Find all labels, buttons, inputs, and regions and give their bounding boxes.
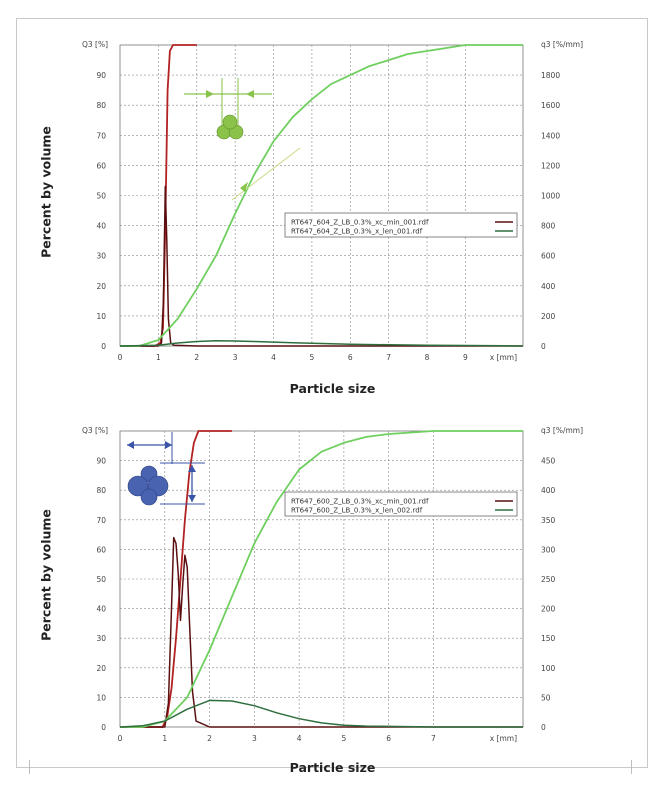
y-tick-label: 40 bbox=[96, 605, 106, 614]
y-tick-label: 90 bbox=[96, 457, 106, 466]
x-tick-label: 7 bbox=[386, 353, 391, 362]
legend-entry: RT647_604_Z_LB_0.3%_x_len_001.rdf bbox=[291, 228, 423, 236]
right-axis-label: q3 [%/mm] bbox=[541, 426, 583, 435]
y2-tick-label: 100 bbox=[541, 664, 556, 673]
y2-tick-label: 150 bbox=[541, 634, 556, 643]
arrow-right bbox=[206, 90, 214, 98]
series-line-2 bbox=[120, 430, 523, 728]
x-tick-label: 1 bbox=[156, 353, 161, 362]
y2-tick-label: 0 bbox=[541, 723, 546, 732]
legend-entry: RT647_604_Z_LB_0.3%_xc_min_001.rdf bbox=[291, 219, 429, 227]
y2-tick-label: 200 bbox=[541, 605, 556, 614]
x-tick-label: 9 bbox=[463, 353, 468, 362]
x-tick-label: 8 bbox=[425, 353, 430, 362]
y-tick-label: 0 bbox=[101, 723, 106, 732]
x-tick-label: 5 bbox=[310, 353, 315, 362]
x-tick-label: 3 bbox=[233, 353, 238, 362]
y-tick-label: 0 bbox=[101, 342, 106, 351]
y2-tick-label: 450 bbox=[541, 457, 556, 466]
frame-rule-left bbox=[29, 760, 30, 774]
frame-rule-right bbox=[631, 760, 632, 774]
y2-tick-label: 250 bbox=[541, 575, 556, 584]
arrow-right bbox=[165, 441, 172, 449]
arrow-diag bbox=[240, 182, 248, 192]
y2-tick-label: 1800 bbox=[541, 71, 560, 80]
y-tick-label: 70 bbox=[96, 516, 106, 525]
y-tick-label: 10 bbox=[96, 693, 106, 702]
y-tick-label: 10 bbox=[96, 312, 106, 321]
y2-tick-label: 400 bbox=[541, 486, 556, 495]
y-tick-label: 20 bbox=[96, 282, 106, 291]
y2-tick-label: 1000 bbox=[541, 192, 560, 201]
y-tick-label: 30 bbox=[96, 634, 106, 643]
x-tick-label: 1 bbox=[162, 734, 167, 743]
x-tick-label: 4 bbox=[297, 734, 302, 743]
y-tick-label: 60 bbox=[96, 161, 106, 170]
y-tick-label: 50 bbox=[96, 192, 106, 201]
particle bbox=[140, 488, 158, 506]
particle-cluster-width-icon bbox=[127, 432, 205, 506]
series-line-3 bbox=[119, 699, 523, 728]
y-tick-label: 40 bbox=[96, 222, 106, 231]
arrow-left bbox=[246, 90, 254, 98]
y2-tick-label: 350 bbox=[541, 516, 556, 525]
y-tick-label: 90 bbox=[96, 71, 106, 80]
y-tick-label: 70 bbox=[96, 131, 106, 140]
x-tick-label: 3 bbox=[252, 734, 257, 743]
y2-tick-label: 300 bbox=[541, 545, 556, 554]
y2-tick-label: 200 bbox=[541, 312, 556, 321]
arrow-left bbox=[127, 441, 134, 449]
x-tick-label: 6 bbox=[348, 353, 353, 362]
y-tick-label: 50 bbox=[96, 575, 106, 584]
x-axis-unit-label: x [mm] bbox=[490, 734, 517, 743]
legend-entry: RT647_600_Z_LB_0.3%_x_len_002.rdf bbox=[291, 507, 423, 515]
measure-line-diag bbox=[231, 147, 301, 201]
chart2-xlabel: Particle size bbox=[289, 760, 376, 775]
x-axis-unit-label: x [mm] bbox=[490, 353, 517, 362]
left-axis-label: Q3 [%] bbox=[82, 426, 108, 435]
y2-tick-label: 600 bbox=[541, 252, 556, 261]
x-tick-label: 0 bbox=[118, 734, 123, 743]
legend-box bbox=[284, 212, 518, 238]
legend-entry: RT647_600_Z_LB_0.3%_xc_min_001.rdf bbox=[291, 498, 429, 506]
figure-frame bbox=[16, 18, 648, 768]
series-line-1 bbox=[120, 536, 523, 728]
chart1-xlabel: Particle size bbox=[289, 381, 376, 396]
y2-tick-label: 400 bbox=[541, 282, 556, 291]
x-tick-label: 5 bbox=[341, 734, 346, 743]
arrow-up bbox=[188, 465, 196, 472]
x-tick-label: 4 bbox=[271, 353, 276, 362]
right-axis-label: q3 [%/mm] bbox=[541, 40, 583, 49]
x-tick-label: 2 bbox=[194, 353, 199, 362]
x-tick-label: 0 bbox=[118, 353, 123, 362]
x-tick-label: 2 bbox=[207, 734, 212, 743]
left-axis-label: Q3 [%] bbox=[82, 40, 108, 49]
y2-tick-label: 50 bbox=[541, 693, 551, 702]
y2-tick-label: 0 bbox=[541, 342, 546, 351]
series-line-3 bbox=[119, 339, 524, 347]
y2-tick-label: 1600 bbox=[541, 101, 560, 110]
y-tick-label: 80 bbox=[96, 486, 106, 495]
y2-tick-label: 1400 bbox=[541, 131, 560, 140]
series-line-2 bbox=[120, 44, 523, 347]
chart2-plot: 0 1 2 3 4 5 6 701020304050607080900501001502002… bbox=[82, 426, 583, 743]
chart1-plot: 0 1 2 3 4 5 6 7 8 9010203040506070809002004006008… bbox=[82, 40, 583, 362]
y-tick-label: 30 bbox=[96, 252, 106, 261]
y-tick-label: 80 bbox=[96, 101, 106, 110]
particle bbox=[222, 114, 238, 130]
arrow-down bbox=[188, 495, 196, 502]
y-tick-label: 60 bbox=[96, 545, 106, 554]
particle-cluster-length-icon bbox=[184, 78, 301, 201]
y2-tick-label: 1200 bbox=[541, 161, 560, 170]
x-tick-label: 6 bbox=[386, 734, 391, 743]
y-tick-label: 20 bbox=[96, 664, 106, 673]
legend-box bbox=[284, 491, 518, 517]
x-tick-label: 7 bbox=[431, 734, 436, 743]
y2-tick-label: 800 bbox=[541, 222, 556, 231]
series-line-1 bbox=[120, 185, 523, 347]
